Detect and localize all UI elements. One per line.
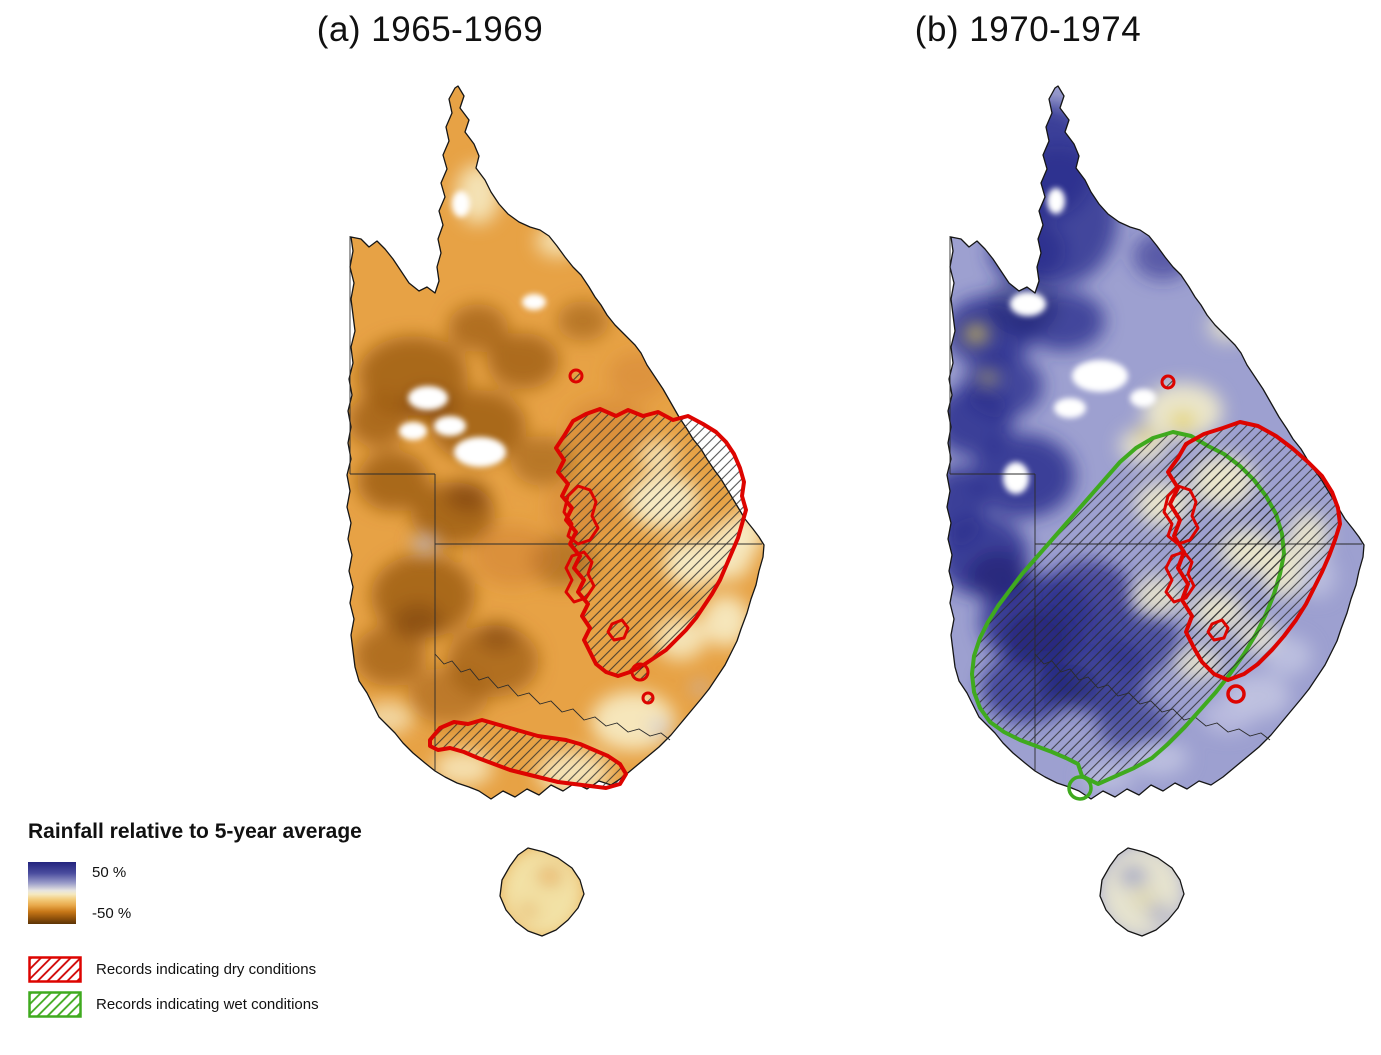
wet-records-label: Records indicating wet conditions	[96, 996, 319, 1013]
dry-records-swatch	[28, 956, 82, 983]
colorbar-row: 50 % -50 %	[28, 862, 458, 924]
colorbar-min-label: -50 %	[92, 905, 132, 922]
legend-title: Rainfall relative to 5-year average	[28, 820, 362, 843]
colorbar-max-label: 50 %	[92, 864, 127, 881]
dry-records-legend-row: Records indicating dry conditions	[28, 956, 458, 983]
panel-b-title: (b) 1970-1974	[914, 10, 1142, 49]
map-panel-a-dry-1965-1969	[346, 85, 765, 937]
dry-records-region-main	[554, 368, 748, 705]
panel-a-title: (a) 1965-1969	[316, 10, 544, 49]
rainfall-colorbar	[28, 862, 76, 924]
dry-records-region	[1160, 374, 1342, 704]
map-panel-b-wet-1970-1974	[946, 85, 1365, 937]
wet-records-legend-row: Records indicating wet conditions	[28, 991, 458, 1018]
dry-records-region-south	[428, 718, 628, 790]
legend: Rainfall relative to 5-year average 50 %…	[28, 820, 458, 1018]
dry-records-label: Records indicating dry conditions	[96, 961, 317, 978]
wet-records-swatch	[28, 991, 82, 1018]
